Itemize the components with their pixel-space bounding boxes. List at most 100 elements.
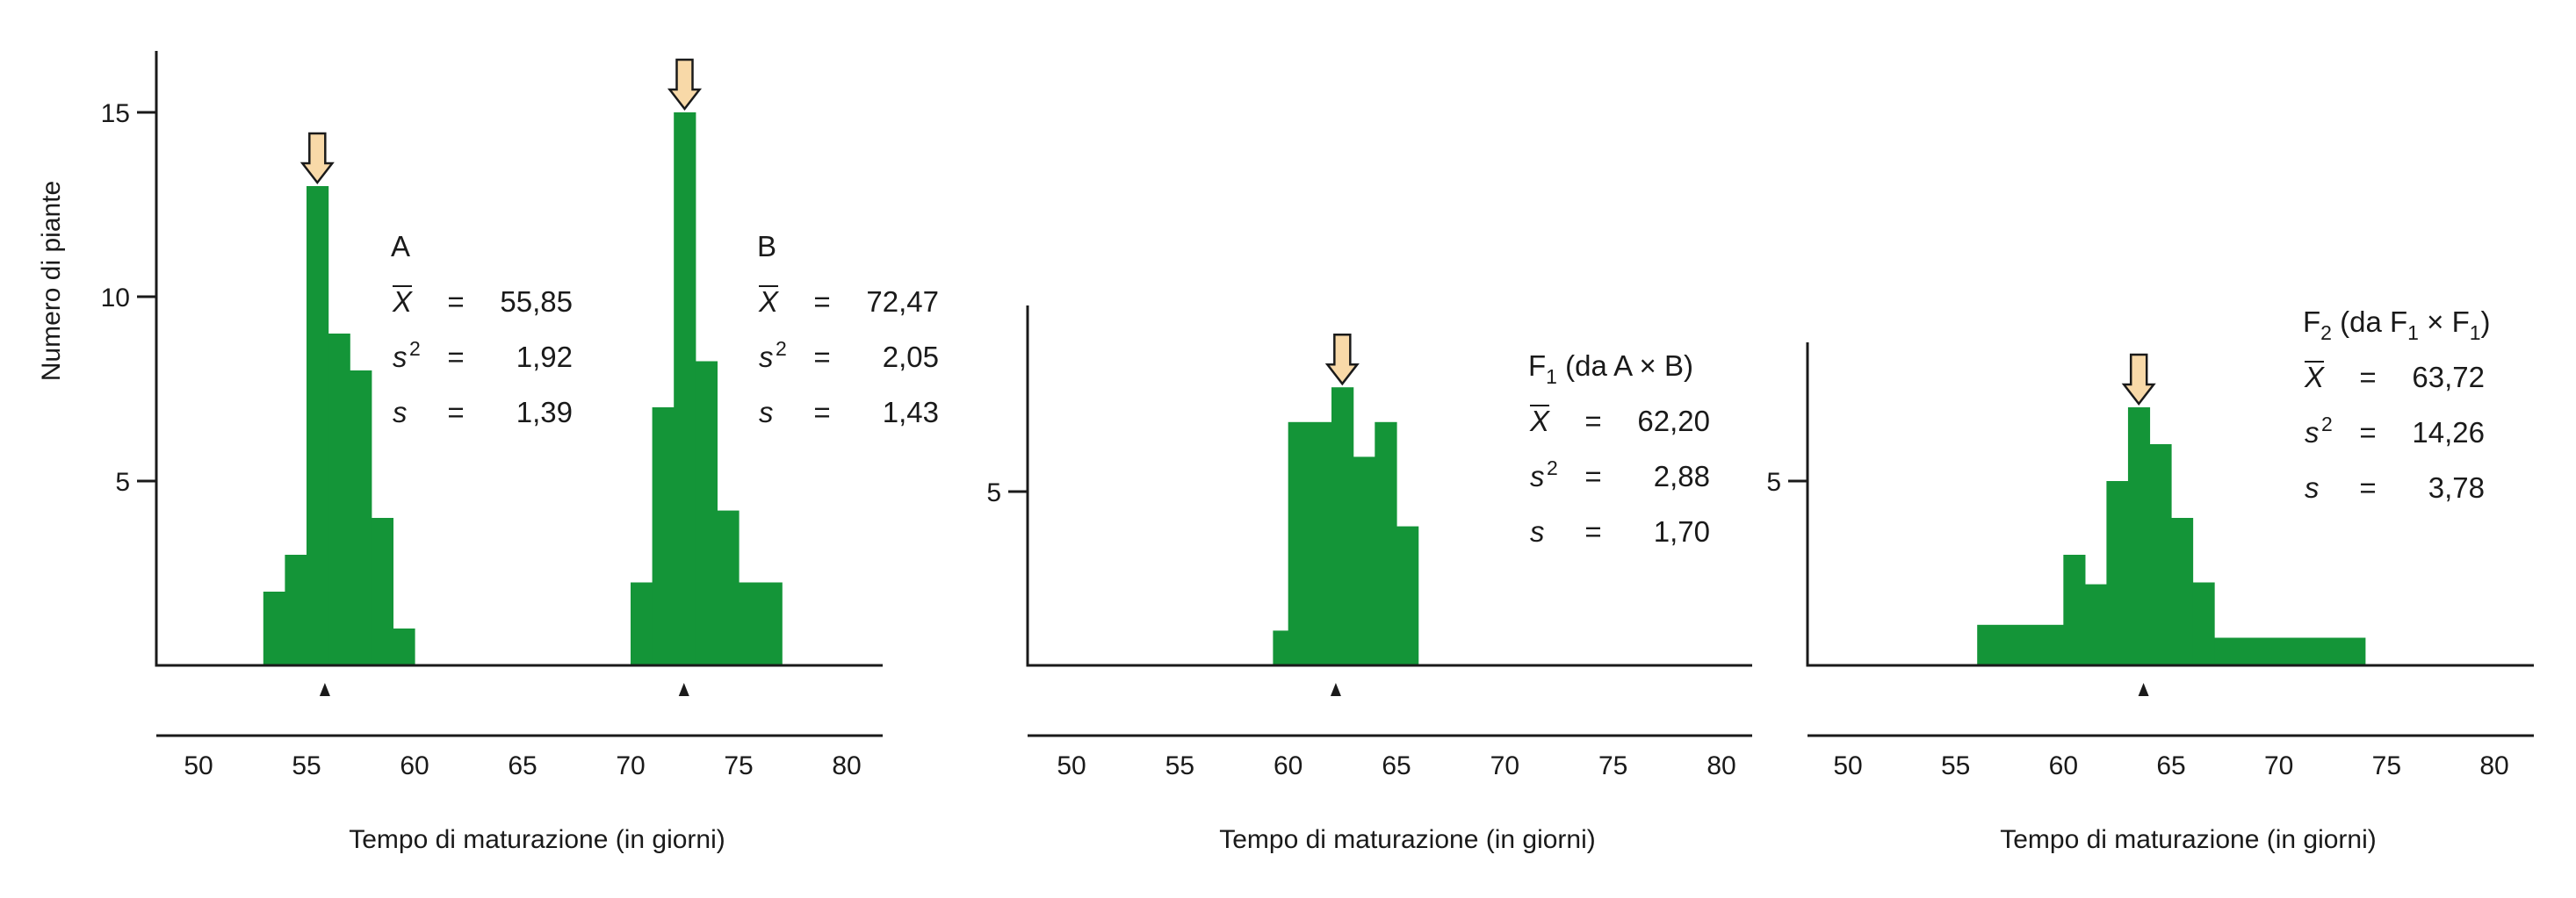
bar-F1-0 <box>1273 630 1289 665</box>
stat-superscript: 2 <box>409 337 421 360</box>
stat-value: 55,85 <box>500 285 573 318</box>
mean-marker-icon <box>319 683 330 696</box>
stats-block-F1: F1 (da A × B)X = 62,20s 2 = 2,88s = 1,70 <box>1528 349 1710 548</box>
bar-F2-1 <box>2063 555 2086 665</box>
x-tick-label: 50 <box>1833 751 1862 780</box>
mode-arrow-icon <box>299 132 335 185</box>
stats-title-main: B <box>757 230 776 262</box>
stat-value: 1,70 <box>1654 515 1710 548</box>
stats-title: F2 (da F1 × F1) <box>2303 305 2491 344</box>
stats-title-title-rest2: × F <box>2419 305 2470 338</box>
stats-block-A: AX = 55,85s 2 = 1,92s = 1,39 <box>391 230 573 428</box>
bar-A-0 <box>263 592 285 665</box>
y-tick-label: 5 <box>986 478 1001 507</box>
stat-equals: = <box>813 341 830 373</box>
x-tick-label: 55 <box>1165 751 1194 780</box>
x-tick-label: 70 <box>616 751 645 780</box>
x-tick-label: 70 <box>2264 751 2293 780</box>
stats-title-main: A <box>391 230 410 262</box>
x-tick-label: 80 <box>2479 751 2508 780</box>
x-axis-title: Tempo di maturazione (in giorni) <box>1219 825 1596 854</box>
stat-equals: = <box>447 341 464 373</box>
stat-symbol: X <box>2304 361 2326 393</box>
stats-title-title-sub: 1 <box>1546 365 1557 388</box>
bar-F1-2 <box>1331 387 1354 665</box>
stat-value: 72,47 <box>866 285 939 318</box>
mode-arrow-icon <box>2121 353 2156 406</box>
stat-value: 63,72 <box>2412 361 2485 393</box>
bar-F2-3 <box>2106 481 2129 665</box>
stat-symbol: s <box>759 396 774 428</box>
bar-A-6 <box>393 629 415 665</box>
stat-value: 14,26 <box>2412 416 2485 449</box>
stat-value: 2,05 <box>883 341 939 373</box>
stat-value: 62,20 <box>1637 405 1710 437</box>
y-tick-label: 15 <box>101 99 130 128</box>
x-tick-label: 75 <box>1598 751 1627 780</box>
stat-symbol: X <box>1529 405 1551 437</box>
x-axis-title: Tempo di maturazione (in giorni) <box>2000 825 2377 854</box>
stat-symbol: s <box>1530 460 1545 492</box>
y-tick-label: 5 <box>1766 468 1781 497</box>
stat-equals: = <box>447 396 464 428</box>
stat-equals: = <box>2359 471 2376 504</box>
stat-superscript: 2 <box>776 337 787 360</box>
x-tick-label: 65 <box>508 751 537 780</box>
x-tick-label: 55 <box>292 751 321 780</box>
bar-F2-5 <box>2149 444 2172 665</box>
stat-equals: = <box>447 285 464 318</box>
bar-A-4 <box>350 370 372 665</box>
x-tick-label: 50 <box>1057 751 1086 780</box>
mean-marker-icon <box>2138 683 2149 696</box>
stat-symbol: s <box>1530 515 1545 548</box>
stat-equals: = <box>813 285 830 318</box>
stat-symbol: s <box>2305 471 2320 504</box>
bar-F1-4 <box>1375 421 1397 665</box>
chart-panel-left: 5 10 15 50 55 60 65 70 75 80 Tempo di maturazione … <box>37 51 939 854</box>
x-tick-label: 55 <box>1941 751 1970 780</box>
bar-B-5 <box>739 582 783 665</box>
x-tick-label: 65 <box>1382 751 1411 780</box>
stat-value: 2,88 <box>1654 460 1710 492</box>
bar-F2-4 <box>2127 407 2151 665</box>
x-tick-label: 60 <box>400 751 429 780</box>
x-tick-label: 65 <box>2156 751 2185 780</box>
bar-B-1 <box>652 407 675 665</box>
stat-equals: = <box>1584 460 1601 492</box>
stat-value: 3,78 <box>2428 471 2485 504</box>
bar-B-0 <box>631 582 653 665</box>
bar-B-4 <box>717 510 740 665</box>
stat-symbol: s <box>2305 416 2320 449</box>
chart-panel-right: 5 50 55 60 65 70 75 80 Tempo di maturazione (in … <box>1766 305 2534 854</box>
stats-title-title-sub3: 1 <box>2470 321 2481 344</box>
stat-symbol: X <box>758 285 780 318</box>
y-tick-label: 10 <box>101 284 130 313</box>
x-tick-label: 75 <box>724 751 753 780</box>
chart-panel-middle: 5 50 55 60 65 70 75 80 Tempo di maturazione (in … <box>986 305 1752 854</box>
stat-superscript: 2 <box>1547 456 1558 479</box>
y-axis-title: Numero di piante <box>37 181 66 381</box>
x-tick-label: 80 <box>832 751 861 780</box>
stat-superscript: 2 <box>2321 413 2333 435</box>
x-axis-title: Tempo di maturazione (in giorni) <box>349 825 725 854</box>
mean-marker-icon <box>1330 683 1341 696</box>
bar-A-3 <box>328 334 350 665</box>
x-tick-label: 80 <box>1707 751 1735 780</box>
stats-title-main: F <box>2303 305 2320 338</box>
x-tick-label: 75 <box>2372 751 2401 780</box>
x-tick-label: 70 <box>1490 751 1519 780</box>
stat-value: 1,43 <box>883 396 939 428</box>
stats-title-title-rest3: ) <box>2481 305 2491 338</box>
stat-symbol: s <box>393 396 408 428</box>
bar-F2-7 <box>2192 582 2215 665</box>
mode-arrow-icon <box>667 58 703 111</box>
stat-symbol: X <box>392 285 414 318</box>
bar-F2-6 <box>2171 518 2194 665</box>
bar-A-5 <box>371 518 393 665</box>
stats-title: F1 (da A × B) <box>1528 349 1693 388</box>
stats-title: B <box>757 230 776 262</box>
bar-F2-0 <box>1977 624 2064 665</box>
stats-title-title-rest: (da A × B) <box>1557 349 1693 382</box>
stat-equals: = <box>2359 361 2376 393</box>
